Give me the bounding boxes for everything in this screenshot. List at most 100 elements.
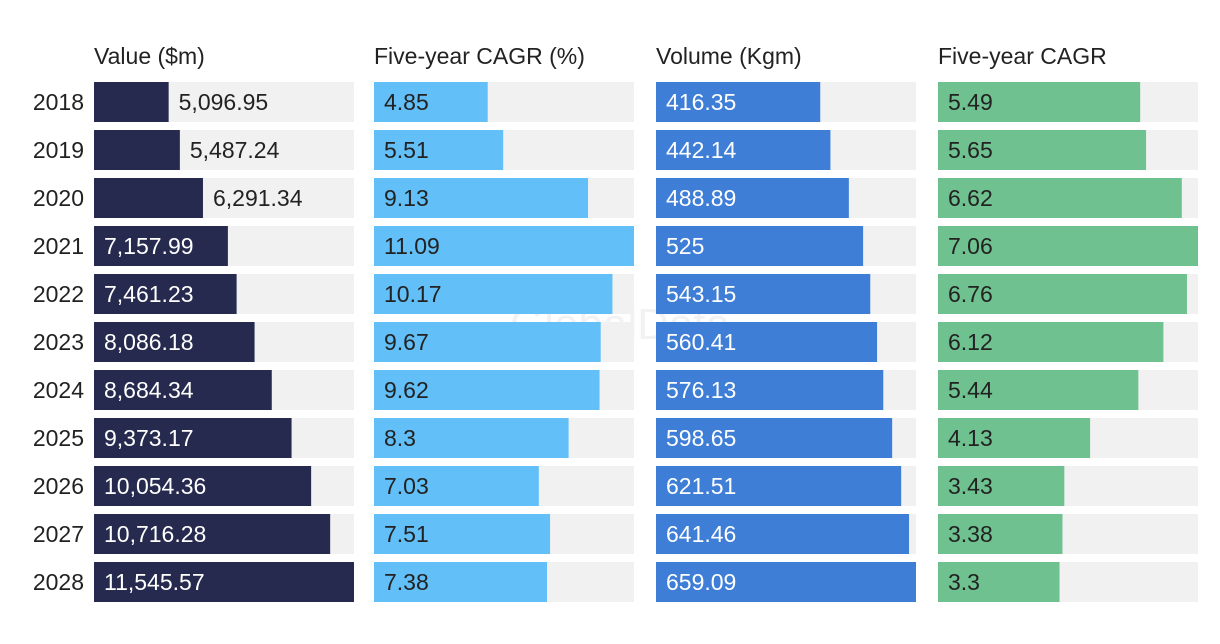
- data-label-3-2021: 7.06: [948, 233, 993, 259]
- category-label-2022: 2022: [33, 281, 84, 307]
- bar-2-2024: [656, 370, 884, 410]
- data-label-2-2027: 641.46: [666, 521, 736, 547]
- data-label-3-2024: 5.44: [948, 377, 993, 403]
- data-label-1-2025: 8.3: [384, 425, 416, 451]
- data-label-3-2023: 6.12: [948, 329, 993, 355]
- bar-0-2019: [94, 130, 180, 170]
- data-label-0-2019: 5,487.24: [190, 137, 280, 163]
- bar-1-2028: [374, 562, 548, 602]
- data-label-3-2027: 3.38: [948, 521, 993, 547]
- data-label-2-2020: 488.89: [666, 185, 736, 211]
- bar-1-2027: [374, 514, 551, 554]
- data-label-2-2026: 621.51: [666, 473, 736, 499]
- bar-0-2022: [94, 274, 237, 314]
- bar-1-2023: [374, 322, 601, 362]
- bar-0-2025: [94, 418, 292, 458]
- data-label-1-2021: 11.09: [384, 233, 440, 259]
- data-label-1-2018: 4.85: [384, 89, 429, 115]
- bar-2-2019: [656, 130, 831, 170]
- category-label-2020: 2020: [33, 185, 84, 211]
- bar-1-2021: [374, 226, 634, 266]
- category-label-2027: 2027: [33, 521, 84, 547]
- bar-3-2028: [938, 562, 1060, 602]
- series-header-1: Five-year CAGR (%): [374, 43, 585, 69]
- data-label-1-2026: 7.03: [384, 473, 429, 499]
- data-label-1-2027: 7.51: [384, 521, 429, 547]
- bar-2-2027: [656, 514, 910, 554]
- bar-1-2018: [374, 82, 488, 122]
- data-label-1-2023: 9.67: [384, 329, 429, 355]
- data-label-0-2020: 6,291.34: [213, 185, 303, 211]
- bar-3-2019: [938, 130, 1147, 170]
- bar-3-2020: [938, 178, 1182, 218]
- data-label-3-2018: 5.49: [948, 89, 993, 115]
- data-label-0-2026: 10,054.36: [104, 473, 206, 499]
- series-header-2: Volume (Kgm): [656, 43, 802, 69]
- bar-2-2028: [656, 562, 916, 602]
- data-label-1-2024: 9.62: [384, 377, 429, 403]
- bar-0-2020: [94, 178, 203, 218]
- data-label-3-2028: 3.3: [948, 569, 980, 595]
- bar-2-2020: [656, 178, 849, 218]
- bar-2-2025: [656, 418, 893, 458]
- bar-1-2020: [374, 178, 589, 218]
- bar-0-2027: [94, 514, 331, 554]
- data-label-3-2020: 6.62: [948, 185, 993, 211]
- bar-3-2023: [938, 322, 1164, 362]
- data-label-2-2024: 576.13: [666, 377, 736, 403]
- bar-3-2025: [938, 418, 1091, 458]
- category-label-2026: 2026: [33, 473, 84, 499]
- bar-1-2024: [374, 370, 600, 410]
- data-label-0-2021: 7,157.99: [104, 233, 194, 259]
- bar-3-2018: [938, 82, 1141, 122]
- data-label-2-2018: 416.35: [666, 89, 736, 115]
- data-label-0-2018: 5,096.95: [179, 89, 269, 115]
- series-header-0: Value ($m): [94, 43, 205, 69]
- bar-2-2022: [656, 274, 871, 314]
- bar-1-2025: [374, 418, 569, 458]
- series-header-3: Five-year CAGR: [938, 43, 1107, 69]
- bar-0-2023: [94, 322, 255, 362]
- bar-1-2026: [374, 466, 539, 506]
- data-label-2-2022: 543.15: [666, 281, 736, 307]
- bar-2-2023: [656, 322, 878, 362]
- bar-3-2021: [938, 226, 1198, 266]
- bar-0-2028: [94, 562, 354, 602]
- data-label-3-2019: 5.65: [948, 137, 993, 163]
- data-label-0-2024: 8,684.34: [104, 377, 194, 403]
- data-label-1-2028: 7.38: [384, 569, 429, 595]
- data-label-0-2028: 11,545.57: [104, 569, 205, 595]
- data-label-1-2022: 10.17: [384, 281, 442, 307]
- bar-3-2024: [938, 370, 1139, 410]
- bar-3-2027: [938, 514, 1063, 554]
- category-label-2028: 2028: [33, 569, 84, 595]
- data-label-0-2027: 10,716.28: [104, 521, 206, 547]
- bar-0-2021: [94, 226, 228, 266]
- data-label-2-2021: 525: [666, 233, 704, 259]
- category-label-2024: 2024: [33, 377, 84, 403]
- data-label-1-2019: 5.51: [384, 137, 429, 163]
- data-label-2-2025: 598.65: [666, 425, 736, 451]
- bar-1-2022: [374, 274, 613, 314]
- data-label-2-2028: 659.09: [666, 569, 736, 595]
- data-label-0-2022: 7,461.23: [104, 281, 194, 307]
- bar-0-2026: [94, 466, 312, 506]
- category-label-2023: 2023: [33, 329, 84, 355]
- bar-2-2026: [656, 466, 902, 506]
- data-label-3-2025: 4.13: [948, 425, 993, 451]
- data-label-2-2019: 442.14: [666, 137, 737, 163]
- data-label-0-2025: 9,373.17: [104, 425, 194, 451]
- bar-3-2022: [938, 274, 1187, 314]
- data-label-1-2020: 9.13: [384, 185, 429, 211]
- bar-0-2024: [94, 370, 272, 410]
- bar-0-2018: [94, 82, 169, 122]
- data-label-3-2026: 3.43: [948, 473, 993, 499]
- category-label-2021: 2021: [33, 233, 84, 259]
- category-label-2019: 2019: [33, 137, 84, 163]
- bar-1-2019: [374, 130, 504, 170]
- category-label-2025: 2025: [33, 425, 84, 451]
- bar-2-2018: [656, 82, 821, 122]
- bar-2-2021: [656, 226, 864, 266]
- bar-3-2026: [938, 466, 1065, 506]
